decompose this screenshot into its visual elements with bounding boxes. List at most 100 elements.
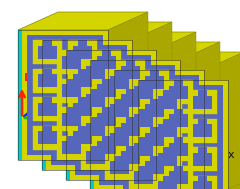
Polygon shape [193, 124, 212, 137]
Polygon shape [68, 40, 97, 64]
Polygon shape [188, 90, 217, 114]
Text: y: y [202, 108, 209, 118]
Polygon shape [46, 40, 132, 170]
Polygon shape [43, 97, 52, 103]
Polygon shape [66, 32, 196, 50]
Polygon shape [198, 90, 207, 96]
Polygon shape [134, 114, 153, 127]
Polygon shape [145, 76, 164, 89]
Polygon shape [51, 45, 127, 165]
Polygon shape [62, 113, 81, 126]
Polygon shape [164, 137, 193, 161]
Polygon shape [22, 30, 108, 160]
Polygon shape [193, 96, 212, 109]
Polygon shape [129, 109, 158, 133]
Polygon shape [174, 109, 183, 114]
Polygon shape [158, 124, 177, 137]
Polygon shape [38, 103, 57, 116]
Polygon shape [115, 156, 124, 161]
Polygon shape [110, 76, 129, 89]
Polygon shape [174, 166, 183, 171]
Polygon shape [169, 114, 188, 127]
Text: E: E [24, 73, 32, 83]
Polygon shape [134, 143, 153, 156]
Polygon shape [67, 50, 76, 56]
Polygon shape [139, 80, 148, 86]
Polygon shape [126, 117, 135, 123]
Polygon shape [126, 89, 135, 94]
Polygon shape [91, 89, 100, 94]
Polygon shape [62, 56, 81, 69]
Polygon shape [102, 79, 111, 84]
Polygon shape [150, 99, 159, 104]
Polygon shape [78, 97, 87, 103]
Polygon shape [145, 132, 164, 146]
Polygon shape [126, 60, 135, 66]
Polygon shape [140, 127, 169, 151]
Polygon shape [91, 60, 100, 66]
Polygon shape [91, 146, 100, 151]
Polygon shape [78, 69, 87, 74]
Polygon shape [102, 107, 111, 113]
Polygon shape [78, 40, 87, 46]
Polygon shape [33, 69, 62, 93]
Polygon shape [97, 113, 116, 126]
Polygon shape [153, 90, 182, 114]
Polygon shape [158, 153, 177, 166]
Polygon shape [139, 137, 148, 143]
Text: x: x [228, 150, 235, 160]
Polygon shape [62, 84, 81, 97]
Polygon shape [121, 123, 140, 136]
Polygon shape [43, 69, 52, 74]
Polygon shape [121, 94, 140, 107]
Polygon shape [138, 62, 240, 80]
Polygon shape [114, 52, 240, 70]
Polygon shape [188, 147, 217, 171]
Polygon shape [92, 50, 121, 74]
Polygon shape [81, 146, 110, 170]
Polygon shape [18, 30, 22, 160]
Polygon shape [27, 35, 103, 155]
Polygon shape [174, 80, 183, 86]
Polygon shape [188, 119, 217, 143]
Polygon shape [86, 66, 105, 79]
Polygon shape [118, 70, 204, 189]
Polygon shape [43, 40, 52, 46]
Polygon shape [81, 117, 110, 141]
Polygon shape [198, 176, 207, 181]
Polygon shape [73, 131, 92, 144]
Polygon shape [78, 126, 87, 131]
Polygon shape [150, 127, 159, 132]
Polygon shape [97, 141, 116, 154]
Polygon shape [68, 126, 97, 150]
Polygon shape [163, 176, 172, 181]
Polygon shape [67, 79, 76, 84]
Polygon shape [129, 137, 158, 161]
Polygon shape [198, 147, 207, 153]
Polygon shape [18, 12, 148, 30]
Polygon shape [62, 141, 81, 154]
Polygon shape [68, 97, 97, 121]
Polygon shape [156, 32, 196, 180]
Polygon shape [102, 50, 111, 56]
Polygon shape [116, 117, 145, 141]
Polygon shape [110, 132, 129, 146]
Polygon shape [153, 147, 182, 171]
Polygon shape [164, 80, 193, 104]
Polygon shape [105, 70, 134, 94]
Polygon shape [94, 60, 180, 189]
Polygon shape [115, 127, 124, 132]
Polygon shape [57, 79, 86, 103]
Polygon shape [169, 143, 188, 156]
Polygon shape [86, 94, 105, 107]
Polygon shape [33, 126, 62, 150]
Polygon shape [91, 117, 100, 123]
Polygon shape [140, 99, 169, 123]
Polygon shape [164, 166, 193, 189]
Polygon shape [193, 153, 212, 166]
Polygon shape [140, 70, 169, 94]
Polygon shape [116, 60, 145, 84]
Polygon shape [105, 127, 134, 151]
Polygon shape [134, 86, 153, 99]
Polygon shape [115, 70, 124, 76]
